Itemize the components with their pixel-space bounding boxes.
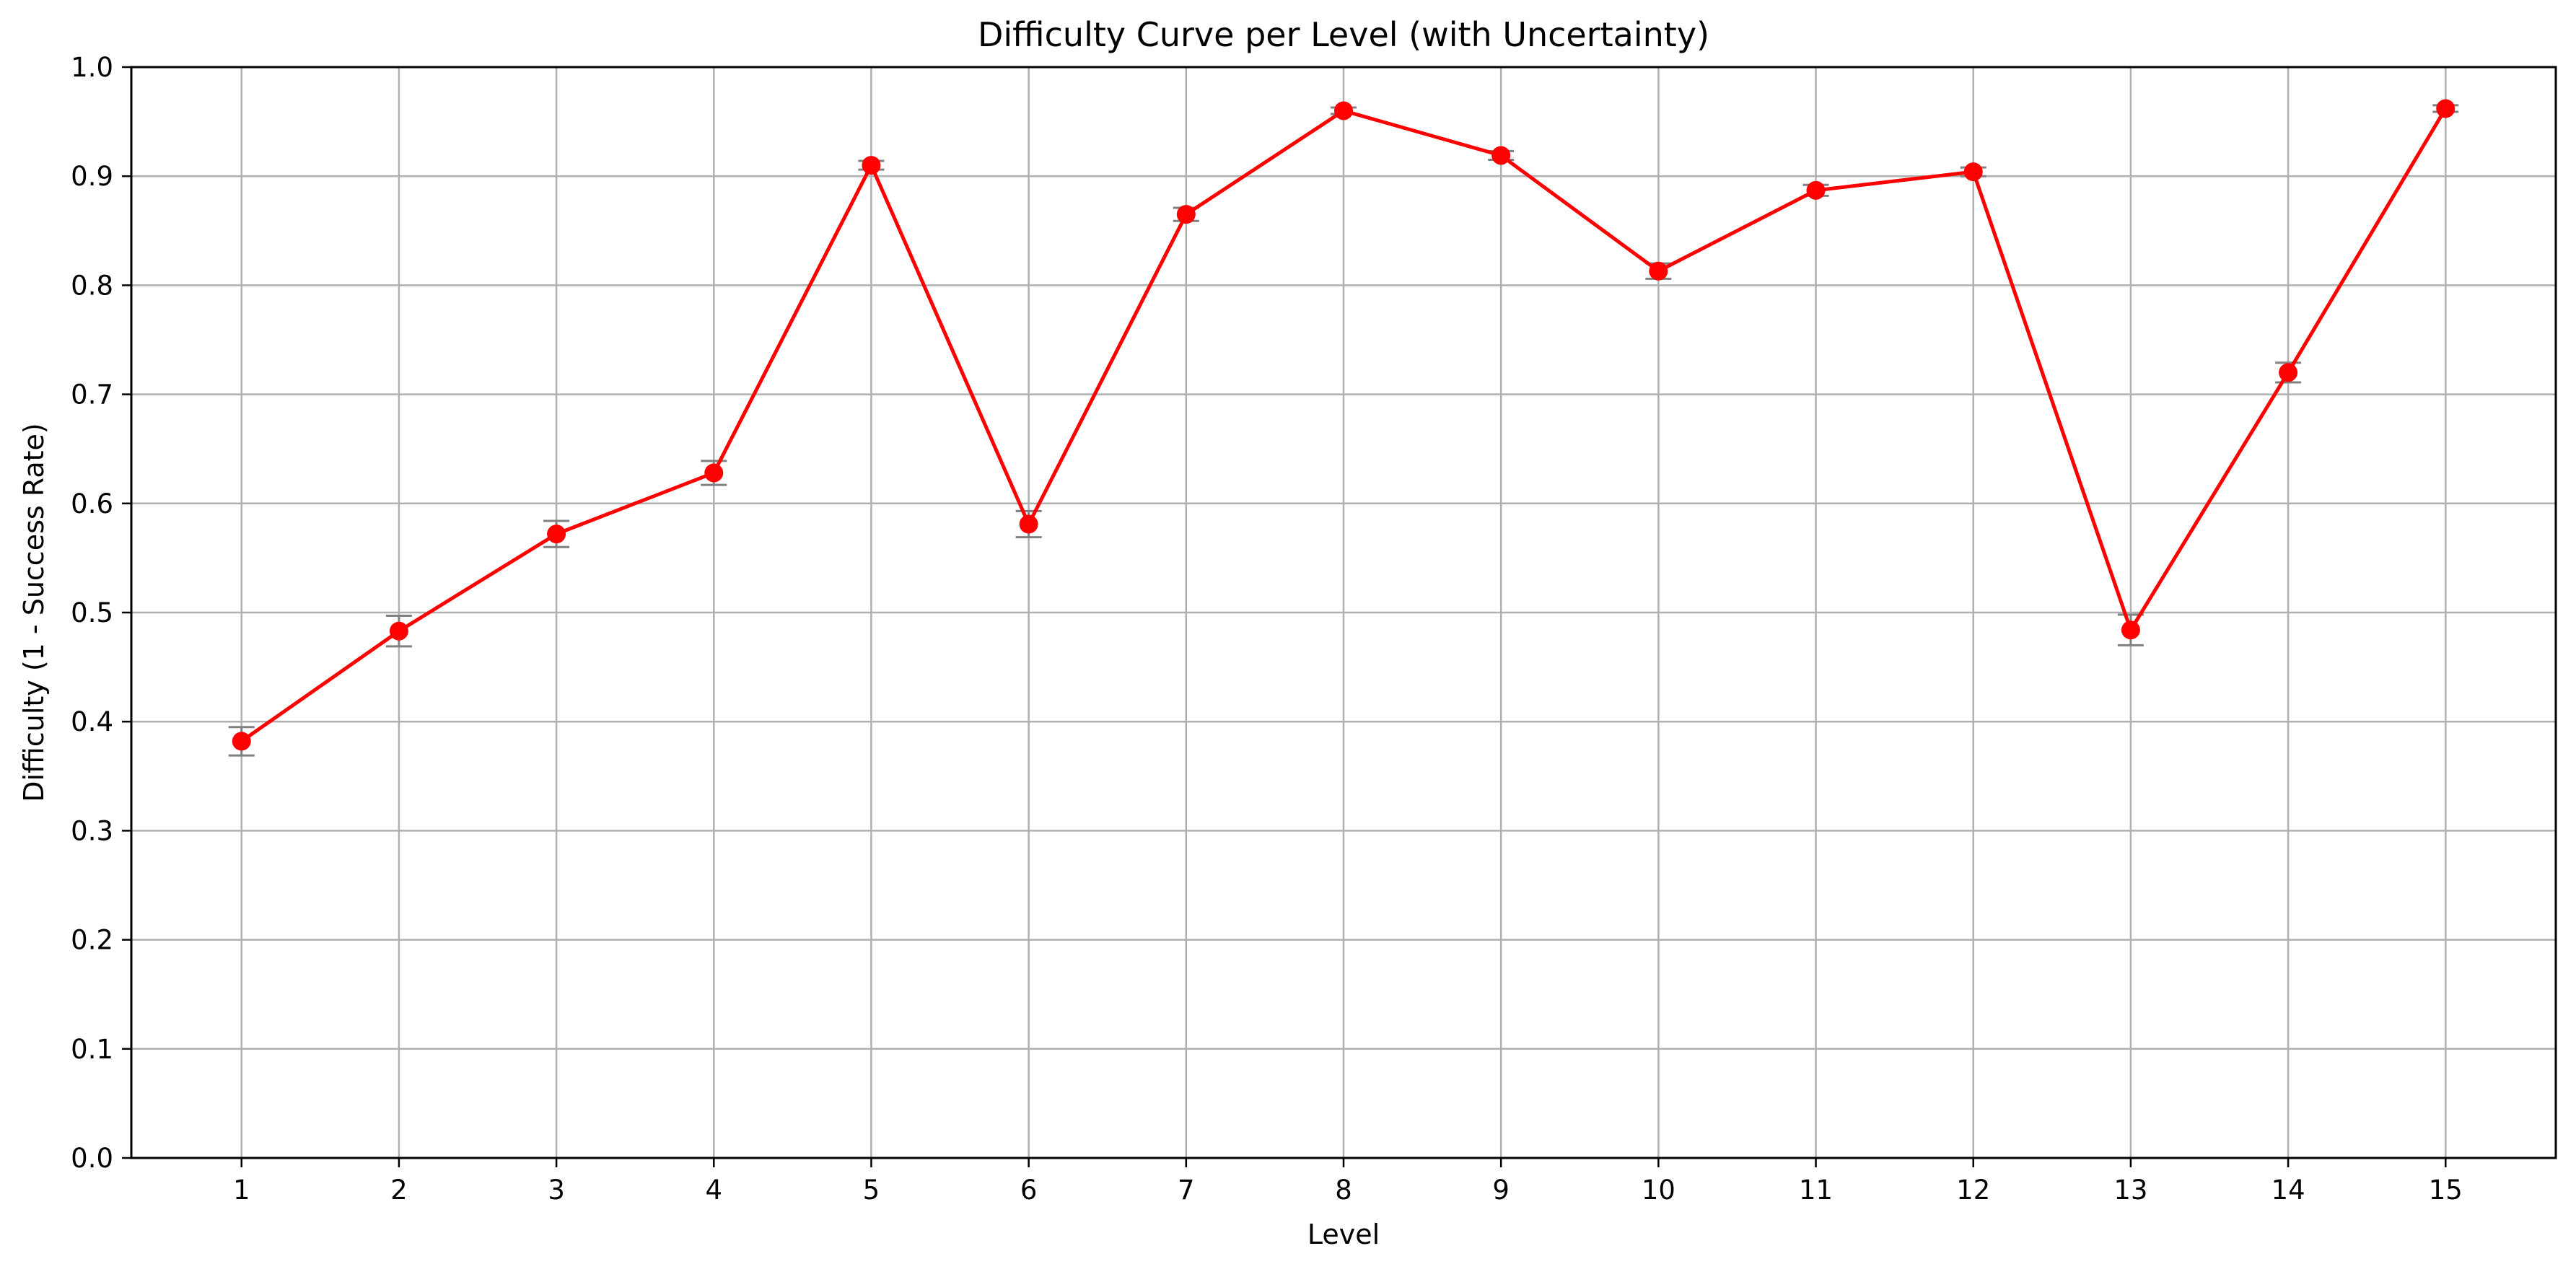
x-tick-label: 11 [1799, 1175, 1833, 1206]
data-point [232, 732, 251, 751]
data-point [704, 463, 724, 483]
x-tick-label: 13 [2113, 1175, 2147, 1206]
y-tick-label: 0.2 [71, 925, 113, 956]
x-tick-label: 14 [2271, 1175, 2305, 1206]
x-tick-label: 12 [1956, 1175, 1990, 1206]
x-tick-label: 9 [1492, 1175, 1510, 1206]
data-point [1649, 261, 1668, 281]
data-point [862, 156, 881, 175]
data-point [1491, 146, 1511, 165]
x-tick-label: 4 [705, 1175, 722, 1206]
y-tick-label: 0.8 [71, 270, 113, 301]
data-point [1806, 180, 1826, 200]
y-tick-label: 0.1 [71, 1034, 113, 1065]
x-tick-label: 3 [548, 1175, 565, 1206]
x-tick-label: 1 [233, 1175, 250, 1206]
y-tick-label: 0.7 [71, 379, 113, 411]
y-tick-label: 0.0 [71, 1143, 113, 1174]
x-tick-label: 7 [1178, 1175, 1195, 1206]
data-point [547, 525, 566, 544]
x-tick-label: 6 [1020, 1175, 1038, 1206]
data-point [1334, 101, 1353, 120]
y-tick-label: 0.9 [71, 161, 113, 192]
data-point [2436, 99, 2455, 118]
chart-title: Difficulty Curve per Level (with Uncerta… [978, 15, 1709, 54]
data-point [2279, 363, 2298, 382]
y-tick-label: 0.6 [71, 488, 113, 519]
y-tick-label: 0.5 [71, 597, 113, 628]
x-tick-label: 8 [1335, 1175, 1352, 1206]
data-point [1176, 205, 1196, 224]
y-tick-label: 1.0 [71, 52, 113, 83]
x-tick-label: 10 [1642, 1175, 1675, 1206]
y-axis-label: Difficulty (1 - Success Rate) [18, 423, 50, 802]
x-tick-label: 2 [390, 1175, 408, 1206]
x-tick-label: 15 [2429, 1175, 2463, 1206]
y-tick-label: 0.4 [71, 706, 113, 737]
x-axis-label: Level [1307, 1219, 1380, 1250]
x-tick-label: 5 [863, 1175, 880, 1206]
data-point [389, 621, 408, 641]
data-point [1963, 162, 1983, 182]
axis-ticks: 1 2 3 4 5 6 7 8 9 10 11 12 13 14 150.00.10.20.30.40.50… [71, 52, 2463, 1206]
grid [131, 66, 2556, 1159]
data-points [232, 99, 2455, 751]
data-point [1019, 514, 1038, 534]
data-point [2121, 620, 2140, 640]
y-tick-label: 0.3 [71, 815, 113, 846]
